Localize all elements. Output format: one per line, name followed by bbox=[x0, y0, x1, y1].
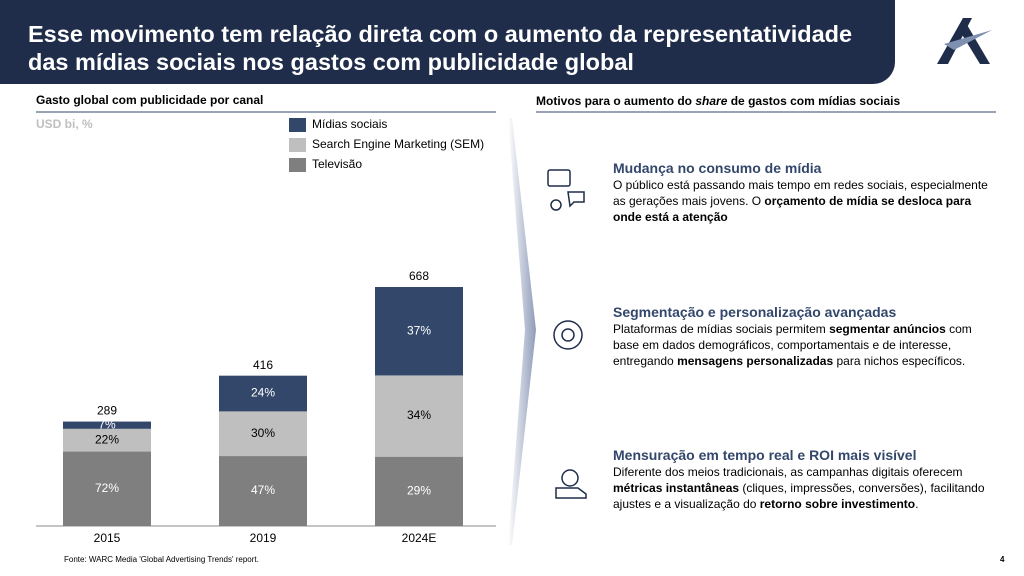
icon bbox=[547, 169, 587, 499]
reason-body: Diferente dos meios tradicionais, as cam… bbox=[613, 464, 988, 512]
legend-swatch bbox=[289, 158, 306, 172]
text-run: com base em dados demográficos, comporta… bbox=[613, 322, 972, 368]
reason-title: Segmentação e personalização avançadas bbox=[613, 304, 897, 320]
reason: Segmentação e personalização avançadas Pl… bbox=[613, 304, 988, 369]
reason-body: O público está passando mais tempo em re… bbox=[613, 177, 988, 225]
bar-segment bbox=[375, 456, 463, 526]
reason-title: Mensuração em tempo real e ROI mais visí… bbox=[613, 447, 917, 463]
total-label: 416 bbox=[253, 358, 273, 372]
text-run: . bbox=[915, 497, 919, 511]
data-label: 22% bbox=[95, 432, 119, 446]
data-label: 30% bbox=[251, 426, 275, 440]
text-run: O público está passando mais tempo em re… bbox=[613, 178, 988, 208]
heading-part: Motivos para o aumento do bbox=[536, 94, 696, 108]
bar-segment bbox=[63, 428, 151, 452]
text-run: (cliques, impressões, conversões), facil… bbox=[613, 481, 985, 511]
bar-segment bbox=[63, 451, 151, 526]
bar-segment bbox=[63, 421, 151, 429]
bar-segment bbox=[219, 375, 307, 412]
text-run: mensagens personalizadas bbox=[677, 354, 834, 368]
data-label: 47% bbox=[251, 483, 275, 497]
panel-heading: Motivos para o aumento do share de gasto… bbox=[536, 94, 900, 108]
logo bbox=[937, 18, 992, 64]
bar-segment bbox=[375, 375, 463, 457]
legend-swatch bbox=[289, 118, 306, 132]
legend-label: Televisão bbox=[312, 157, 362, 171]
data-label: 29% bbox=[407, 484, 431, 498]
text-run: retorno sobre investimento bbox=[759, 497, 916, 511]
bar-segment bbox=[219, 411, 307, 457]
unit-label: USD bi, % bbox=[36, 117, 93, 131]
legend-label: Mídias sociais bbox=[312, 117, 387, 131]
total-label: 289 bbox=[97, 404, 117, 418]
heading-part: share bbox=[695, 94, 728, 108]
source: Fonte: WARC Media 'Global Advertising Tr… bbox=[64, 555, 259, 564]
slide-title: Esse movimento tem relação direta com o … bbox=[28, 21, 853, 75]
header: Esse movimento tem relação direta com o … bbox=[0, 0, 895, 84]
x-tick-label: 2015 bbox=[94, 531, 121, 545]
data-label: 34% bbox=[407, 408, 431, 422]
page-number: 4 bbox=[1000, 555, 1005, 564]
x-tick-label: 2019 bbox=[250, 531, 277, 545]
text-run: Diferente dos meios tradicionais, as cam… bbox=[613, 465, 963, 479]
data-label: 7% bbox=[98, 417, 116, 431]
arrow bbox=[508, 118, 536, 545]
text-run: segmentar anúncios bbox=[829, 322, 946, 336]
reason: Mensuração em tempo real e ROI mais visí… bbox=[613, 447, 988, 512]
data-label: 72% bbox=[95, 481, 119, 495]
text-run: para nichos específicos. bbox=[833, 354, 966, 368]
bar-segment bbox=[219, 456, 307, 526]
data-label: 37% bbox=[407, 323, 431, 337]
heading-part: de gastos com mídias sociais bbox=[727, 94, 901, 108]
text-run: métricas instantâneas bbox=[613, 481, 740, 495]
chart-title: Gasto global com publicidade por canal bbox=[36, 93, 263, 107]
x-tick-label: 2024E bbox=[402, 531, 437, 545]
total-label: 668 bbox=[409, 269, 429, 283]
legend-label: Search Engine Marketing (SEM) bbox=[312, 137, 484, 151]
reason-title: Mudança no consumo de mídia bbox=[613, 160, 822, 176]
data-label: 24% bbox=[251, 386, 275, 400]
text-run: Plataformas de mídias sociais permitem bbox=[613, 322, 830, 336]
text-run: orçamento de mídia se desloca para onde … bbox=[613, 194, 972, 224]
bar-segment bbox=[375, 287, 463, 376]
reason: Mudança no consumo de mídia O público est… bbox=[613, 160, 988, 225]
reason-body: Plataformas de mídias sociais permitem s… bbox=[613, 321, 988, 369]
legend-swatch bbox=[289, 138, 306, 152]
